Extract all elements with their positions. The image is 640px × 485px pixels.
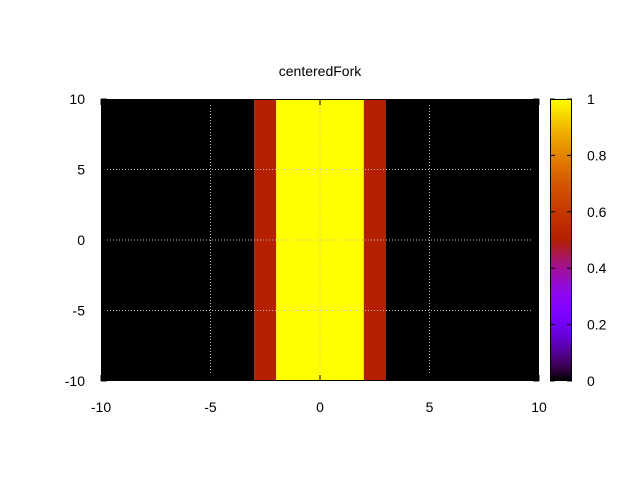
colorbar-border xyxy=(550,99,572,381)
x-tick-label: -5 xyxy=(204,399,217,415)
colorbar-tick-label: 0 xyxy=(587,373,595,389)
colorbar-gradient xyxy=(550,99,572,381)
heatmap-band-1 xyxy=(254,99,277,381)
colorbar-tick-label: 0.2 xyxy=(587,317,607,333)
y-tick-label: 0 xyxy=(77,232,85,248)
y-tick-label: 10 xyxy=(69,91,85,107)
colorbar-tick-label: 0.4 xyxy=(587,260,607,276)
colorbar-tick-label: 1 xyxy=(587,91,595,107)
x-tick-label: -10 xyxy=(91,399,111,415)
colorbar-tick-label: 0.8 xyxy=(587,147,607,163)
colorbar-tick-label: 0.6 xyxy=(587,204,607,220)
y-tick-label: -5 xyxy=(73,303,86,319)
y-axis: -10 -5 0 5 10 xyxy=(65,91,539,389)
y-tick-label: 5 xyxy=(77,162,85,178)
x-tick-label: 10 xyxy=(531,399,547,415)
x-axis: -10 -5 0 5 10 xyxy=(91,99,547,415)
grid-lines xyxy=(101,99,539,381)
x-tick-label: 5 xyxy=(426,399,434,415)
chart-title: centeredFork xyxy=(279,63,362,79)
colorbar: 0 0.2 0.4 0.6 0.8 1 xyxy=(550,91,607,389)
heatmap-band-0 xyxy=(101,99,255,381)
heatmap-band-4 xyxy=(385,99,539,381)
x-tick-label: 0 xyxy=(316,399,324,415)
y-tick-label: -10 xyxy=(65,373,85,389)
